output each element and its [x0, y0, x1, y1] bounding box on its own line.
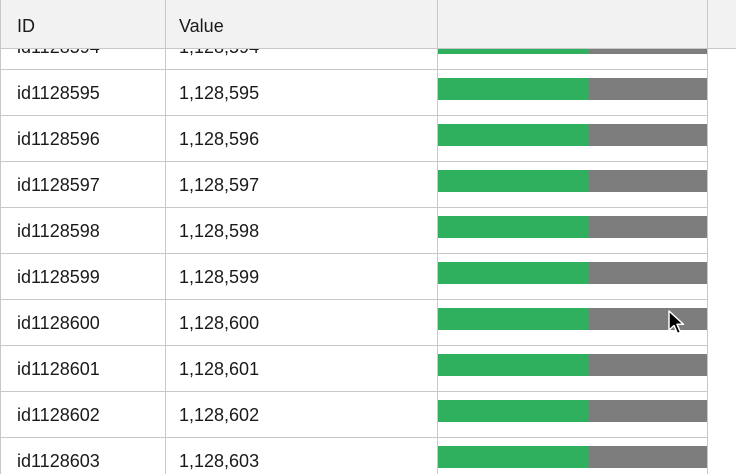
- table-row[interactable]: id1128600 1,128,600: [0, 300, 708, 346]
- table-row[interactable]: id1128595 1,128,595: [0, 70, 708, 116]
- column-header-value[interactable]: Value: [166, 0, 438, 49]
- progress-cell: [438, 346, 708, 391]
- id-cell: id1128596: [0, 116, 166, 161]
- id-cell: id1128601: [0, 346, 166, 391]
- value-cell: 1,128,600: [166, 300, 438, 345]
- table-row[interactable]: id1128601 1,128,601: [0, 346, 708, 392]
- id-cell: id1128603: [0, 438, 166, 474]
- progress-bar-track: [438, 216, 707, 238]
- value-cell: 1,128,598: [166, 208, 438, 253]
- table-row[interactable]: id1128596 1,128,596: [0, 116, 708, 162]
- progress-bar-track: [438, 124, 707, 146]
- value-cell: 1,128,597: [166, 162, 438, 207]
- table-row[interactable]: id1128597 1,128,597: [0, 162, 708, 208]
- progress-bar-fill: [438, 170, 589, 192]
- value-cell: 1,128,601: [166, 346, 438, 391]
- progress-bar-track: [438, 354, 707, 376]
- progress-cell: [438, 392, 708, 437]
- column-header-id[interactable]: ID: [0, 0, 166, 49]
- progress-bar-fill: [438, 216, 589, 238]
- id-cell: id1128600: [0, 300, 166, 345]
- progress-cell: [438, 438, 708, 474]
- value-cell: 1,128,595: [166, 70, 438, 115]
- id-cell: id1128599: [0, 254, 166, 299]
- progress-cell: [438, 208, 708, 253]
- scroll-gutter: [708, 49, 736, 474]
- progress-bar-track: [438, 262, 707, 284]
- grid-body: id11285941,128,594id11285951,128,595id11…: [0, 24, 708, 474]
- progress-cell: [438, 162, 708, 207]
- value-cell: 1,128,596: [166, 116, 438, 161]
- id-cell: id1128597: [0, 162, 166, 207]
- value-cell: 1,128,603: [166, 438, 438, 474]
- value-cell: 1,128,602: [166, 392, 438, 437]
- progress-bar-fill: [438, 262, 589, 284]
- progress-bar-track: [438, 78, 707, 100]
- progress-bar-fill: [438, 446, 589, 468]
- table-row[interactable]: id1128602 1,128,602: [0, 392, 708, 438]
- progress-bar-track: [438, 446, 707, 468]
- id-cell: id1128602: [0, 392, 166, 437]
- progress-bar-fill: [438, 400, 589, 422]
- progress-cell: [438, 254, 708, 299]
- progress-bar-fill: [438, 78, 589, 100]
- progress-cell: [438, 116, 708, 161]
- grid-header: ID Value: [0, 0, 736, 49]
- id-cell: id1128598: [0, 208, 166, 253]
- mouse-pointer-icon: [668, 310, 685, 335]
- progress-bar-track: [438, 170, 707, 192]
- progress-bar-fill: [438, 124, 589, 146]
- column-header-progress[interactable]: [438, 0, 708, 49]
- table-row[interactable]: id1128603 1,128,603: [0, 438, 708, 474]
- progress-bar-fill: [438, 308, 589, 330]
- id-cell: id1128595: [0, 70, 166, 115]
- progress-bar-track: [438, 308, 707, 330]
- progress-cell: [438, 300, 708, 345]
- value-cell: 1,128,599: [166, 254, 438, 299]
- progress-bar-fill: [438, 354, 589, 376]
- table-row[interactable]: id1128599 1,128,599: [0, 254, 708, 300]
- progress-cell: [438, 70, 708, 115]
- column-header-filler: [708, 0, 736, 49]
- progress-bar-track: [438, 400, 707, 422]
- table-row[interactable]: id1128598 1,128,598: [0, 208, 708, 254]
